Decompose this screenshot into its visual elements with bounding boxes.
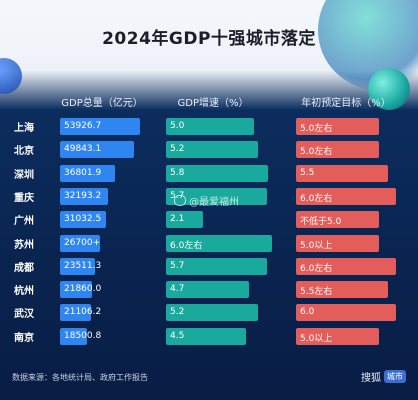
table-row: 南京 18500.8 4.5 5.0以上 [0, 326, 418, 348]
table-row: 杭州 21860.0 4.7 5.5左右 [0, 279, 418, 301]
target-bar [296, 234, 379, 252]
gdp-bar-value: 21860.0 [64, 284, 102, 295]
growth-bar [166, 234, 272, 252]
target-bar [296, 211, 379, 229]
decorative-sphere [0, 58, 22, 94]
gdp-bar [60, 141, 134, 159]
table-row: 重庆 32193.2 5.7 6.0左右 [0, 186, 418, 208]
header-gdp: GDP总量（亿元） [61, 98, 143, 109]
growth-bar [166, 141, 258, 159]
city-label: 广州 [14, 216, 34, 228]
target-bar [296, 118, 379, 135]
target-bar [296, 304, 396, 322]
logo-badge: 城市 [384, 370, 406, 383]
growth-bar [166, 211, 203, 229]
target-bar [296, 257, 396, 275]
target-bar-value: 5.0以上 [300, 333, 333, 344]
table-row: 上海 53926.7 5.0 5.0左右 [0, 116, 418, 138]
gdp-bar [60, 234, 100, 252]
city-label: 北京 [14, 146, 34, 158]
gdp-bar [60, 304, 91, 322]
gdp-bar [60, 187, 108, 205]
table-row: 苏州 26700+ 6.0左右 5.0以上 [0, 233, 418, 255]
city-label: 苏州 [14, 239, 34, 251]
growth-bar-value: 5.8 [170, 167, 185, 178]
table-row: 深圳 36801.9 5.8 5.5 [0, 163, 418, 185]
weibo-icon [174, 195, 186, 206]
growth-bar [166, 281, 249, 299]
sohu-logo: 搜狐 城市 [361, 369, 406, 384]
growth-bar-value: 6.0左右 [170, 240, 203, 251]
logo-text: 搜狐 [361, 373, 381, 384]
growth-bar-value: 4.5 [170, 330, 185, 341]
growth-bar-value: 5.0 [170, 121, 185, 131]
gdp-bar-value: 23511.3 [64, 260, 102, 271]
gdp-bar-value: 36801.9 [64, 167, 102, 178]
target-bar-value: 6.0左右 [300, 263, 333, 274]
target-bar [296, 141, 379, 159]
city-label: 上海 [14, 123, 34, 134]
target-bar-value: 不低于5.0 [300, 217, 342, 228]
table-row: 武汉 21106.2 5.2 6.0 [0, 302, 418, 324]
gdp-bar [60, 281, 92, 299]
target-bar-value: 5.0左右 [300, 124, 333, 134]
city-label: 深圳 [14, 169, 34, 181]
growth-bar [166, 187, 267, 205]
target-bar [296, 164, 388, 182]
city-label: 成都 [14, 262, 34, 274]
gdp-bar [60, 327, 87, 345]
growth-bar [166, 164, 268, 182]
target-bar [296, 281, 388, 299]
gdp-bar-value: 31032.5 [64, 214, 102, 225]
growth-bar-value: 4.7 [170, 284, 185, 295]
page-title: 2024年GDP十强城市落定 [102, 29, 316, 49]
city-label: 武汉 [14, 309, 34, 321]
gdp-bar [60, 164, 115, 182]
growth-bar [166, 304, 258, 322]
gdp-bar [60, 118, 140, 135]
target-bar-value: 6.0左右 [300, 193, 333, 204]
table-row: 广州 31032.5 2.1 不低于5.0 [0, 209, 418, 231]
target-bar [296, 187, 396, 205]
growth-bar [166, 118, 254, 135]
growth-bar [166, 257, 267, 275]
gdp-bar [60, 257, 95, 275]
data-source: 数据来源：各地统计局、政府工作报告 [12, 373, 148, 382]
city-label: 杭州 [14, 286, 34, 298]
table-row: 成都 23511.3 5.7 6.0左右 [0, 256, 418, 278]
growth-bar [166, 327, 246, 345]
growth-bar-value: 5.2 [170, 307, 185, 318]
watermark: @最爱福州 [174, 193, 239, 208]
growth-bar-value: 5.2 [170, 144, 185, 155]
header-growth: GDP增速（%） [177, 98, 249, 109]
target-bar-value: 5.5左右 [300, 287, 333, 298]
decorative-sphere [368, 68, 410, 110]
header-target: 年初预定目标（%） [301, 98, 391, 109]
target-bar-value: 5.0左右 [300, 147, 333, 158]
watermark-text: @最爱福州 [189, 197, 239, 208]
gdp-bar-value: 26700+ [64, 237, 101, 248]
target-bar-value: 6.0 [300, 307, 315, 318]
city-label: 重庆 [14, 192, 34, 204]
gdp-bar-value: 53926.7 [64, 121, 102, 131]
table-row: 北京 49843.1 5.2 5.0左右 [0, 139, 418, 161]
target-bar-value: 5.0以上 [300, 240, 333, 251]
gdp-bar-value: 49843.1 [64, 144, 102, 155]
target-bar [296, 327, 379, 345]
gdp-bar-value: 32193.2 [64, 190, 102, 201]
growth-bar-value: 2.1 [170, 214, 185, 225]
gdp-bar-value: 18500.8 [64, 330, 102, 341]
gdp-bar [60, 211, 106, 229]
target-bar-value: 5.5 [300, 167, 315, 178]
growth-bar-value: 5.7 [170, 260, 185, 271]
gdp-bar-value: 21106.2 [64, 307, 102, 318]
city-label: 南京 [14, 332, 34, 344]
